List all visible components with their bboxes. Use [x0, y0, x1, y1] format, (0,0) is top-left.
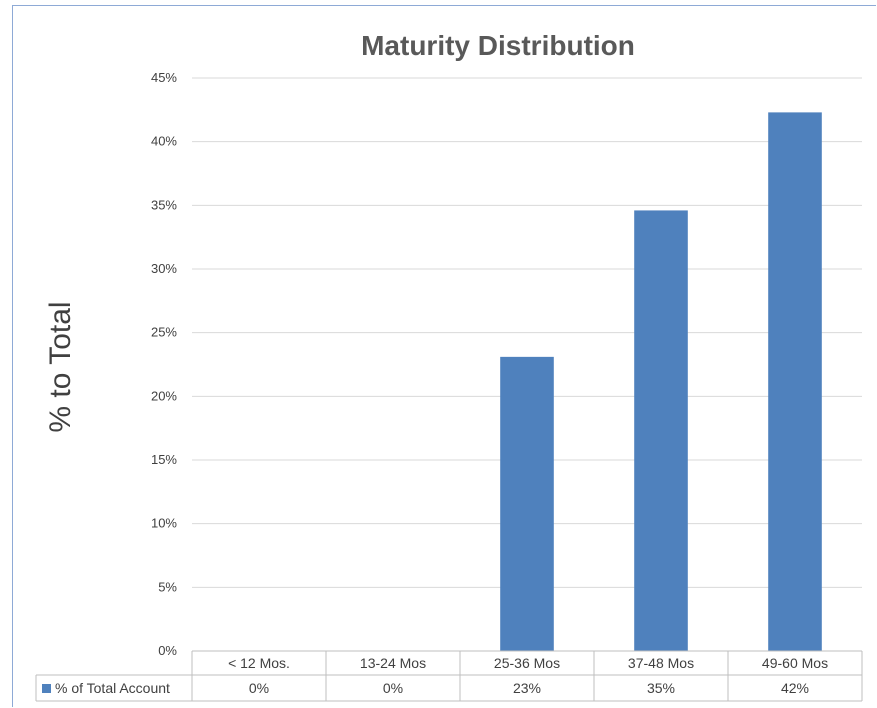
y-tick-label: 25% — [151, 325, 177, 340]
bar — [768, 112, 822, 651]
category-label: 37-48 Mos — [628, 655, 694, 671]
legend-label: % of Total Account — [55, 680, 170, 696]
category-label: 13-24 Mos — [360, 655, 426, 671]
legend-swatch — [42, 684, 51, 693]
category-label: 25-36 Mos — [494, 655, 560, 671]
bar — [634, 210, 688, 651]
bar — [500, 356, 554, 651]
data-label: 23% — [513, 680, 541, 696]
y-tick-label: 30% — [151, 261, 177, 276]
y-axis-label: % to Total — [44, 301, 77, 432]
chart-title: Maturity Distribution — [361, 30, 635, 61]
chart-frame — [12, 5, 876, 707]
y-tick-label: 15% — [151, 452, 177, 467]
category-label: < 12 Mos. — [228, 655, 290, 671]
data-label: 0% — [383, 680, 403, 696]
y-tick-label: 20% — [151, 388, 177, 403]
data-label: 42% — [781, 680, 809, 696]
y-tick-label: 35% — [151, 197, 177, 212]
data-label: 0% — [249, 680, 269, 696]
y-tick-label: 10% — [151, 516, 177, 531]
data-label: 35% — [647, 680, 675, 696]
y-tick-label: 40% — [151, 134, 177, 149]
y-tick-label: 45% — [151, 70, 177, 85]
category-label: 49-60 Mos — [762, 655, 828, 671]
y-tick-label: 5% — [158, 579, 177, 594]
y-tick-label: 0% — [158, 643, 177, 658]
